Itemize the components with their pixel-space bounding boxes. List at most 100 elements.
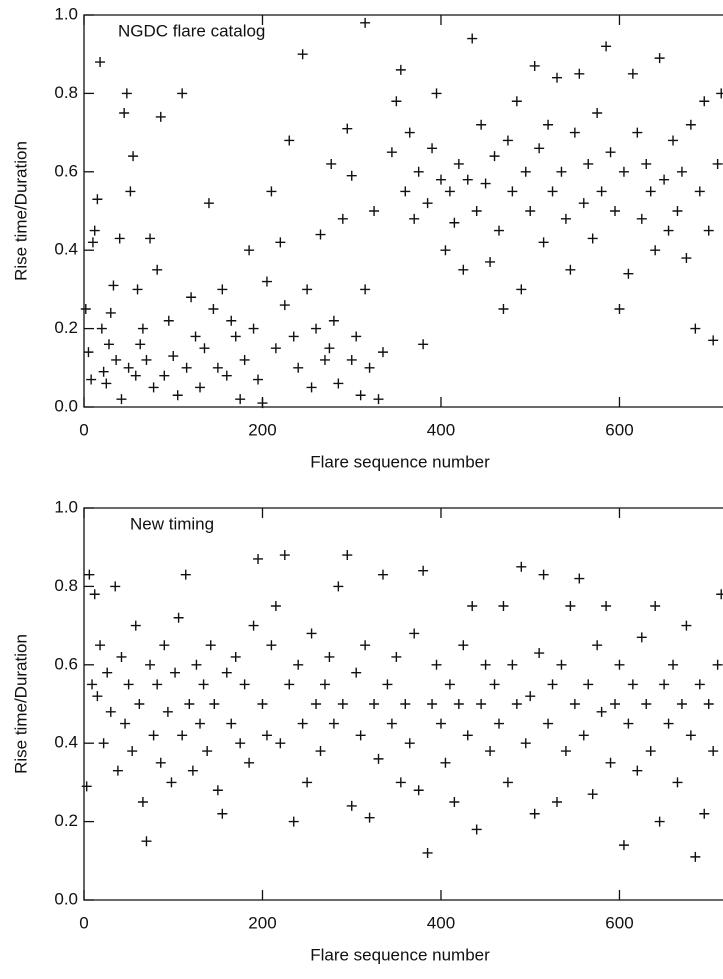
point — [132, 284, 143, 295]
point — [351, 331, 362, 342]
point — [355, 730, 366, 741]
point — [266, 186, 277, 197]
point — [712, 158, 723, 169]
point — [435, 174, 446, 185]
point — [83, 347, 94, 358]
point — [489, 679, 500, 690]
axes-frame — [83, 507, 723, 901]
x-tick-label: 0 — [79, 913, 88, 932]
point — [159, 370, 170, 381]
point — [435, 718, 446, 729]
point — [108, 280, 119, 291]
point — [128, 151, 139, 162]
point — [324, 343, 335, 354]
point — [84, 569, 95, 580]
point — [257, 699, 268, 709]
point — [400, 699, 411, 709]
point — [306, 382, 317, 393]
annotation: NGDC flare catalog — [118, 21, 265, 40]
point — [226, 718, 237, 729]
point — [373, 394, 384, 405]
point — [373, 753, 384, 764]
point — [244, 757, 255, 768]
point — [293, 659, 304, 670]
point — [98, 738, 109, 749]
point — [105, 307, 116, 318]
point — [453, 699, 464, 709]
x-tick-label: 0 — [79, 420, 88, 439]
point — [650, 245, 661, 256]
y-tick-label: 0.0 — [54, 396, 78, 415]
point — [195, 718, 206, 729]
point — [199, 343, 210, 354]
point — [685, 730, 696, 741]
y-tick-label: 0.8 — [54, 576, 78, 595]
point — [110, 581, 121, 592]
point — [386, 718, 397, 729]
point — [270, 343, 281, 354]
point — [574, 573, 585, 584]
point — [601, 41, 612, 52]
point — [694, 679, 705, 690]
point — [134, 699, 145, 709]
point — [431, 659, 442, 670]
point — [672, 206, 683, 216]
point — [337, 213, 348, 224]
point — [587, 789, 598, 800]
point — [627, 679, 638, 690]
point — [534, 648, 545, 659]
point — [230, 651, 241, 662]
point — [458, 640, 469, 651]
point — [212, 362, 223, 373]
point — [89, 225, 100, 236]
point — [270, 601, 281, 611]
y-tick-label: 0.4 — [54, 733, 78, 752]
point — [636, 213, 647, 224]
point — [480, 659, 491, 670]
point — [413, 166, 424, 177]
point — [95, 640, 106, 651]
point — [511, 96, 522, 107]
point — [155, 111, 166, 122]
point — [654, 816, 665, 827]
point — [507, 186, 518, 197]
point — [244, 245, 255, 256]
point — [239, 679, 250, 690]
y-tick-label: 0.6 — [54, 161, 78, 180]
point — [538, 569, 549, 580]
point — [145, 233, 156, 244]
point — [654, 53, 665, 64]
point — [409, 213, 420, 224]
point — [181, 362, 192, 373]
point — [114, 233, 125, 244]
point — [235, 738, 246, 749]
point — [525, 691, 536, 702]
point — [489, 151, 500, 162]
point — [275, 237, 286, 248]
point — [257, 398, 268, 409]
point — [288, 331, 299, 342]
point — [440, 757, 451, 768]
point — [315, 229, 326, 240]
x-tick-label: 600 — [605, 913, 633, 932]
point — [440, 245, 451, 256]
point — [672, 777, 683, 788]
point — [605, 147, 616, 158]
point — [127, 746, 138, 757]
panel: 0 200 400 600 0.0 0.2 0.4 0.6 0.8 1.0 Flare sequen… — [11, 4, 723, 471]
point — [248, 323, 259, 334]
point — [148, 730, 159, 741]
point — [326, 158, 337, 169]
point — [618, 166, 629, 177]
point — [614, 659, 625, 670]
point — [202, 746, 213, 757]
point — [87, 237, 98, 248]
point — [297, 718, 308, 729]
point — [284, 679, 295, 690]
point — [614, 304, 625, 314]
point — [596, 706, 607, 717]
point — [467, 601, 478, 611]
point — [137, 323, 148, 334]
point — [560, 213, 571, 224]
